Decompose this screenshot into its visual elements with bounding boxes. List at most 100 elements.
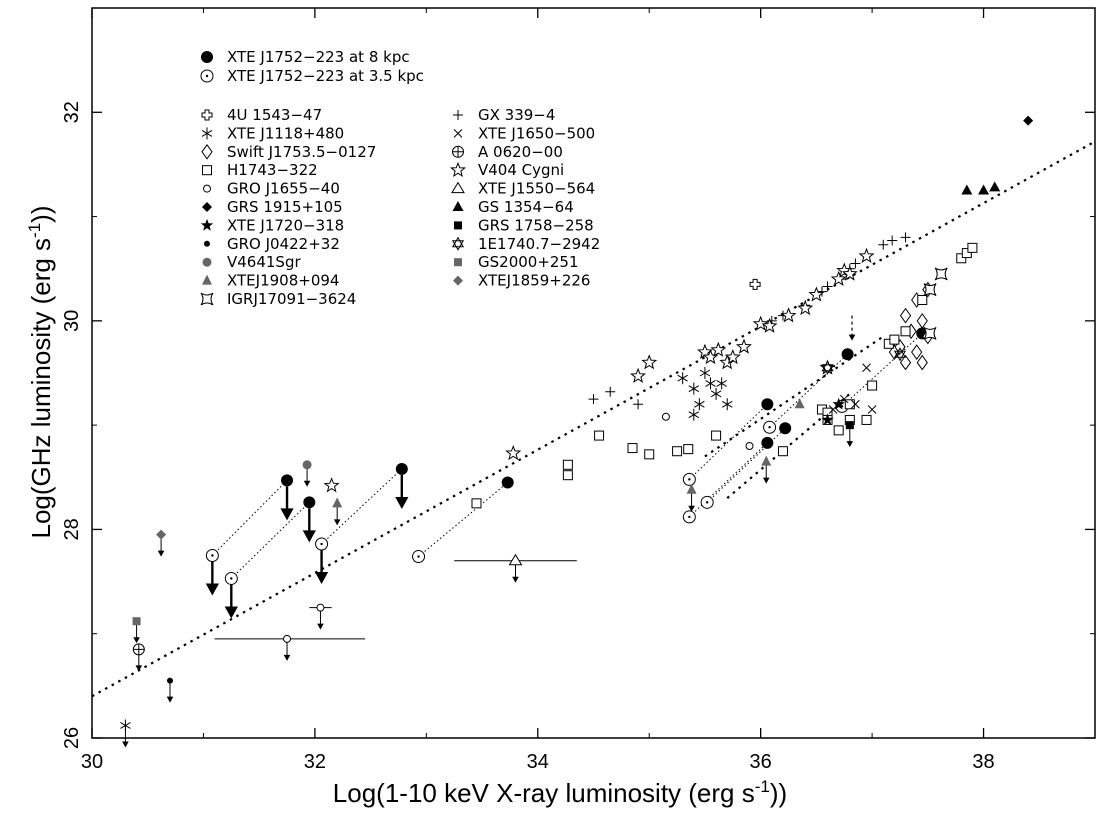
point-11-1: [686, 483, 697, 494]
marker-shape: [201, 51, 213, 63]
point-6-1: [316, 603, 325, 612]
x-axis-label-tail: )): [770, 778, 787, 808]
marker-shape: [861, 414, 872, 425]
legend-label: H1743−322: [227, 161, 318, 179]
arrow-head: [166, 696, 174, 703]
point-20-1: [893, 347, 907, 362]
marker-shape: [454, 258, 462, 267]
fit-line-1: [704, 335, 884, 458]
legend-marker: [203, 184, 211, 193]
point-14-0: [828, 405, 838, 414]
point-1-6: [700, 495, 714, 509]
point-14-4: [851, 399, 860, 409]
point-16-9: [735, 338, 752, 354]
marker-shape: [832, 397, 845, 410]
marker-cross: [133, 643, 145, 655]
legend-marker: [201, 51, 213, 63]
point-3-8: [721, 398, 733, 411]
marker-shape: [724, 349, 741, 365]
legend-item-right-0: GX 339−4: [453, 106, 555, 124]
legend-item-left-6: XTE J1720−318: [200, 216, 344, 234]
point-5-15: [867, 380, 878, 391]
point-0-5: [761, 436, 774, 449]
legend-item-left-7: GRO J0422+32: [204, 235, 340, 253]
point-13-1: [605, 386, 616, 397]
legend-marker: [200, 69, 214, 83]
point-5-24: [889, 334, 900, 345]
marker-shape-b: [821, 364, 834, 375]
legend-label: GX 339−4: [478, 106, 555, 124]
arrow-head: [280, 508, 294, 521]
point-13-13: [900, 232, 911, 243]
marker-shape: [1023, 115, 1034, 126]
marker-shape: [605, 386, 616, 397]
marker-shape: [132, 617, 141, 626]
arrow-head: [205, 583, 219, 596]
arrow-head: [224, 606, 238, 619]
marker-shape: [916, 312, 928, 329]
point-5-19: [956, 253, 967, 264]
marker-shape: [845, 421, 854, 430]
marker-shape: [451, 181, 465, 194]
legend-marker: [201, 109, 213, 121]
marker-shape: [862, 363, 871, 373]
legend-label: XTE J1550−564: [478, 180, 595, 198]
legend-item-top-0: XTE J1752−223 at 8 kpc: [201, 48, 410, 66]
point-12-2: [923, 283, 937, 296]
legend-marker: [204, 240, 210, 247]
marker-shape: [641, 354, 658, 370]
marker-shape: [822, 281, 833, 292]
point-7-0: [1023, 115, 1034, 126]
marker-shape: [821, 413, 834, 426]
y-tick-label: 26: [61, 727, 83, 749]
point-0-7: [841, 348, 854, 361]
marker-cross: [452, 146, 464, 158]
point-13-0: [588, 394, 599, 405]
marker-shape: [201, 109, 213, 121]
point-19-0: [845, 421, 854, 430]
legend-marker: [452, 201, 464, 211]
point-8-1: [832, 397, 845, 410]
point-16-15: [830, 270, 847, 286]
marker-dot: [211, 554, 214, 557]
point-12-0: [923, 326, 937, 340]
arrow-head: [283, 654, 291, 661]
marker-dot: [230, 577, 233, 580]
marker-shape: [283, 634, 292, 643]
marker-shape: [688, 408, 700, 421]
legend-label: XTE J1118+480: [227, 124, 344, 142]
marker-shape: [202, 257, 212, 267]
distance-link-8: [841, 333, 923, 407]
marker-shape: [710, 387, 722, 400]
legend-marker: [201, 143, 213, 160]
point-11-3: [761, 455, 772, 466]
point-5-14: [861, 414, 872, 425]
point-11-2: [794, 398, 805, 409]
marker-shape: [202, 165, 212, 176]
plot-frame: [91, 7, 1096, 739]
point-8-0: [821, 413, 834, 426]
point-3-1: [677, 372, 688, 385]
x-tick-label: 30: [81, 751, 103, 773]
legend-item-left-8: V4641Sgr: [202, 253, 301, 271]
x-axis-label-main: Log(1-10 keV X-ray luminosity (erg s: [333, 778, 755, 808]
point-16-13: [797, 299, 814, 316]
marker-shape: [711, 430, 722, 441]
legend-marker: [202, 274, 212, 285]
legend-item-right-6: GRS 1758−258: [454, 216, 594, 234]
distance-link-4: [688, 403, 768, 480]
legend-marker: [202, 202, 212, 212]
marker-shape: [120, 719, 131, 732]
legend-marker: [452, 145, 464, 158]
point-16-2: [630, 367, 647, 383]
point-5-9: [777, 446, 788, 457]
bold-limit-arrow-1-0: [205, 561, 219, 596]
legend-marker: [453, 129, 463, 138]
point-20-0: [821, 360, 834, 375]
legend-label: GRS 1915+105: [227, 198, 343, 216]
marker-dot: [705, 501, 709, 504]
marker-shape: [934, 267, 948, 281]
legend-marker: [200, 292, 214, 306]
point-5-17: [900, 326, 911, 337]
